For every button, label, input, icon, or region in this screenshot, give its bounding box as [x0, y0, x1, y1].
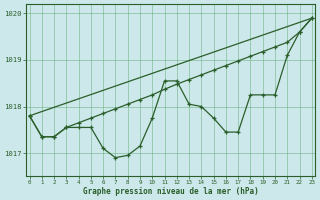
X-axis label: Graphe pression niveau de la mer (hPa): Graphe pression niveau de la mer (hPa) [83, 187, 259, 196]
